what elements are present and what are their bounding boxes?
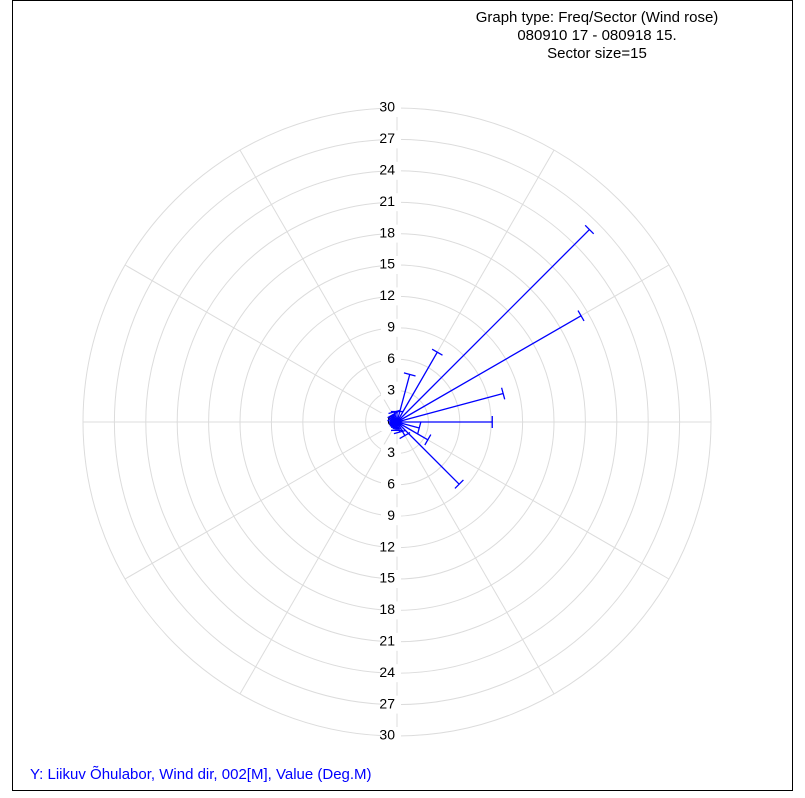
tick-label-bg [381,287,401,306]
r-tick-label: 30 [379,99,395,115]
r-tick-label: 24 [379,162,395,178]
spoke-cap [577,310,585,322]
spoke-line [396,421,429,441]
tick-label-bg [381,193,401,212]
sector-spoke [396,348,443,423]
spoke-cap [454,479,464,489]
sector-spoke [396,387,506,423]
spoke-cap [424,434,432,446]
sector-spoke [396,421,422,434]
tick-label-bg [381,161,401,180]
r-tick-label: 12 [379,287,395,303]
r-tick-label: 15 [379,256,395,272]
footer: Y: Liikuv Õhulabor, Wind dir, 002[M], Va… [30,766,372,783]
sector-spoke [388,409,401,423]
spoke-cap [500,387,506,400]
r-tick-label: 27 [379,130,395,146]
spoke-cap [387,411,399,419]
spoke-cap [403,372,416,377]
spoke-line [396,315,582,423]
chart-title: Graph type: Freq/Sector (Wind rose) [476,9,719,26]
r-tick-label: 30 [379,727,395,743]
spoke-line [396,421,460,485]
sector-spoke [396,310,585,423]
spoke-cap [388,409,401,415]
tick-label-bg [381,538,401,557]
spoke-cap [388,413,397,425]
r-tick-label: 24 [379,664,395,680]
tick-label-bg [381,350,401,369]
tick-label-bg [381,444,401,463]
r-tick-label: 9 [387,319,395,335]
tick-label-bg [381,99,401,117]
tick-label-bg [381,632,401,651]
r-tick-label: 6 [387,350,395,366]
tick-label-bg [381,570,401,588]
tick-label-bg [381,664,401,683]
tick-label-bg [381,475,401,494]
spoke-line [396,351,438,423]
r-tick-label: 9 [387,507,395,523]
sector-spoke [396,421,464,489]
spoke-cap [584,224,595,235]
r-tick-label: 6 [387,476,395,492]
tick-label-bg [381,224,401,243]
sector-spoke [396,372,416,423]
r-tick-label: 18 [379,224,395,240]
r-tick-label: 27 [379,695,395,711]
spoke-cap [431,348,443,356]
r-tick-label: 21 [379,193,395,209]
r-tick-label: 18 [379,601,395,617]
sector-spoke [397,416,493,428]
r-tick-label: 15 [379,570,395,586]
spoke-line [396,421,420,429]
tick-label-bg [381,130,401,149]
tick-label-bg [381,318,401,337]
chart-subtitle: Sector size=15 [547,45,647,62]
tick-label-bg [381,256,401,274]
spoke-cap [393,429,406,435]
sector-spoke [396,421,432,446]
spoke-cap [399,432,411,440]
spoke-line [396,392,504,423]
r-tick-label: 21 [379,633,395,649]
r-tick-label: 3 [387,444,395,460]
spoke-cap [417,421,422,434]
tick-label-bg [381,727,401,745]
sector-spoke [396,224,595,423]
spoke-line [396,374,411,423]
frame [12,0,793,791]
tick-label-bg [381,507,401,526]
chart-subtitle: 080910 17 - 080918 15. [517,27,676,44]
tick-label-bg [381,381,401,400]
spoke-line [393,411,398,423]
tick-label-bg [381,601,401,620]
spoke-line [396,229,590,423]
r-tick-label: 12 [379,538,395,554]
r-tick-label: 3 [387,381,395,397]
tick-label-bg [381,695,401,714]
